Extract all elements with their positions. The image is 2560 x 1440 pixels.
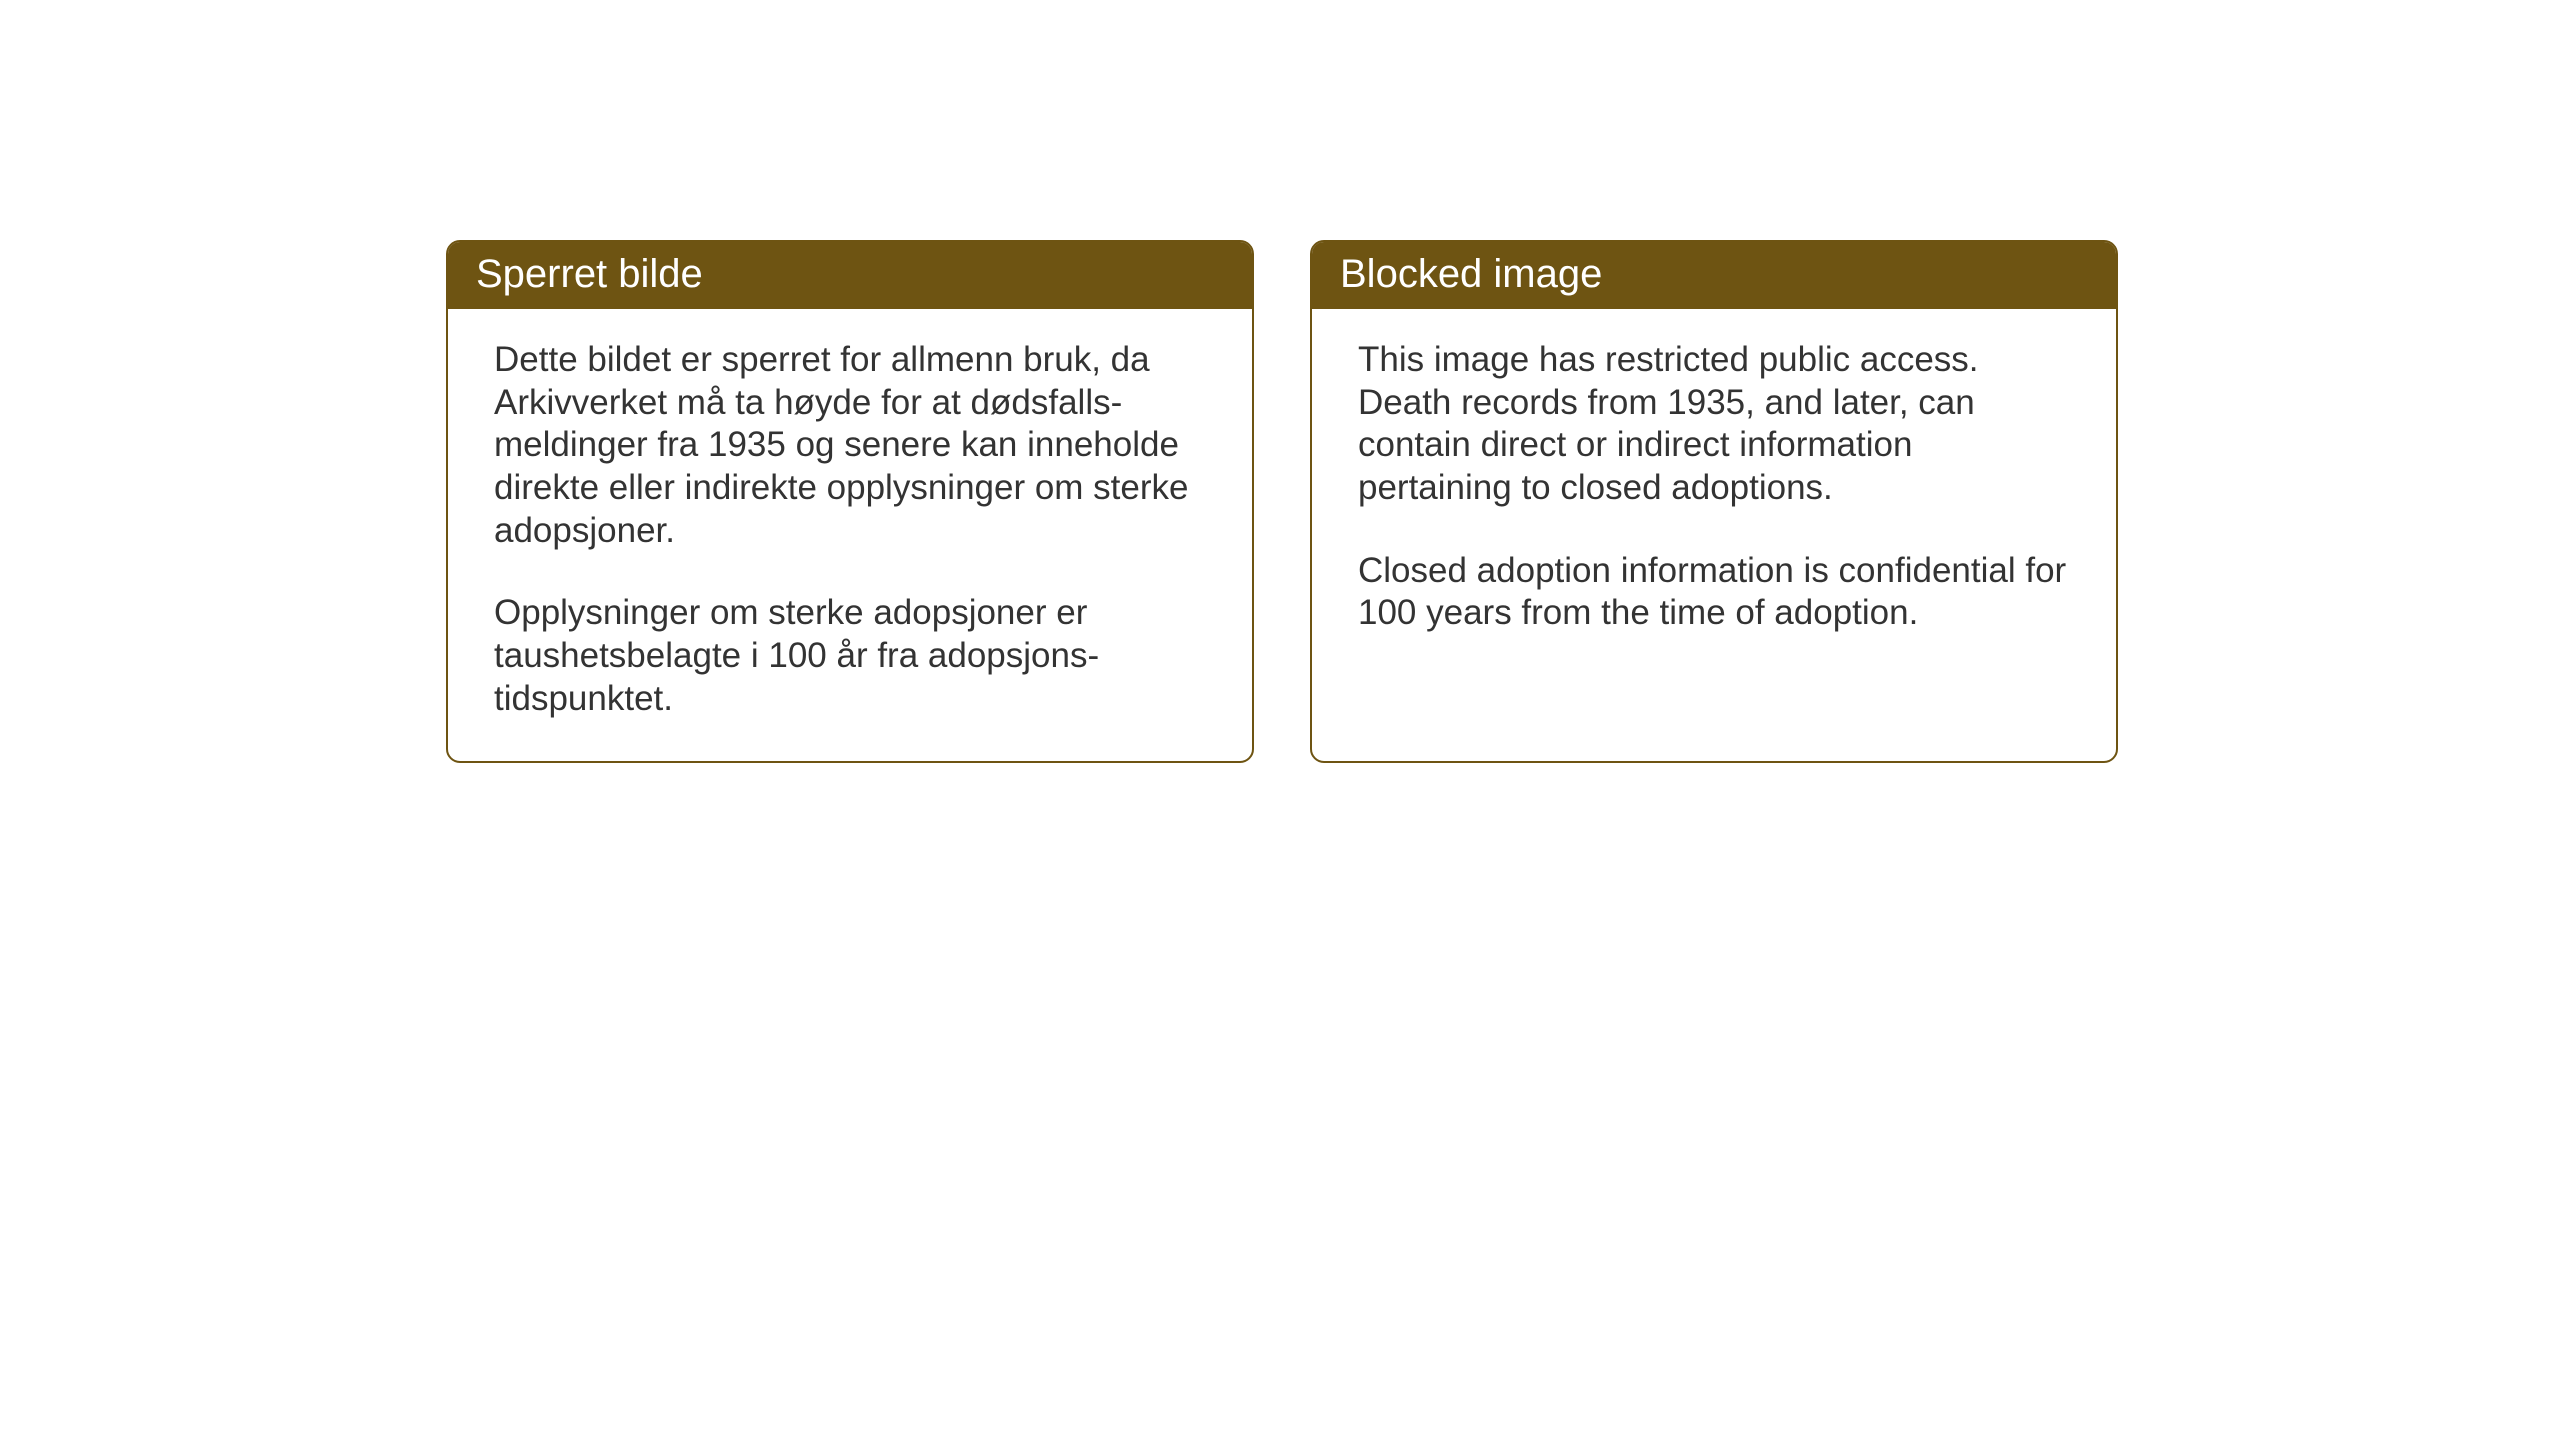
norwegian-card-title: Sperret bilde — [448, 242, 1252, 309]
english-paragraph-1: This image has restricted public access.… — [1358, 339, 2070, 510]
norwegian-info-card: Sperret bilde Dette bildet er sperret fo… — [446, 240, 1254, 763]
english-card-title: Blocked image — [1312, 242, 2116, 309]
english-card-body: This image has restricted public access.… — [1312, 309, 2116, 749]
norwegian-paragraph-2: Opplysninger om sterke adopsjoner er tau… — [494, 592, 1206, 720]
english-paragraph-2: Closed adoption information is confident… — [1358, 550, 2070, 635]
info-cards-container: Sperret bilde Dette bildet er sperret fo… — [446, 240, 2118, 763]
norwegian-card-body: Dette bildet er sperret for allmenn bruk… — [448, 309, 1252, 761]
english-info-card: Blocked image This image has restricted … — [1310, 240, 2118, 763]
norwegian-paragraph-1: Dette bildet er sperret for allmenn bruk… — [494, 339, 1206, 552]
